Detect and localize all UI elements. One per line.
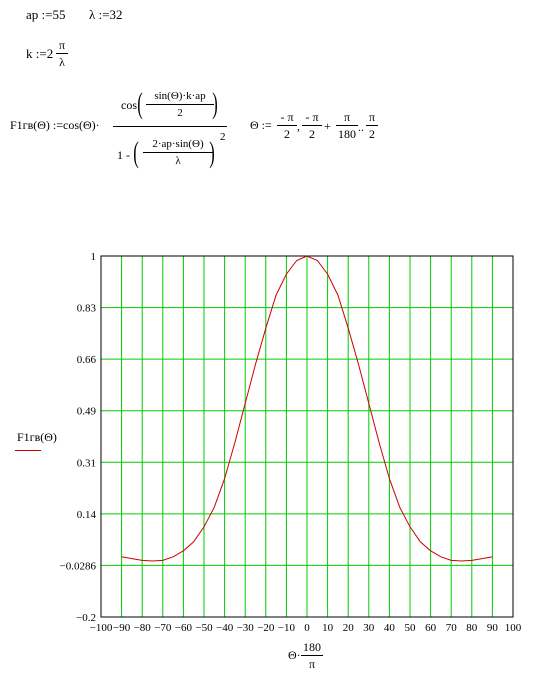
x-tick-label: −40 [216, 622, 234, 634]
y-tick-label: 0.66 [77, 354, 97, 366]
f1-exponent: 2 [220, 131, 226, 143]
theta-comma: , [297, 119, 300, 133]
x-tick-label: −20 [257, 622, 275, 634]
plot-frame [100, 255, 514, 618]
x-tick-label: 10 [322, 622, 334, 634]
fraction-bar [302, 125, 322, 126]
y-tick-label: 0.83 [77, 303, 97, 315]
fraction-bar [56, 53, 68, 54]
trace-legend-line [15, 450, 41, 451]
theta-term3-fraction: π 180 [336, 110, 358, 141]
f1-top-inner-fraction: sin(Θ)·k·ap 2 [146, 89, 214, 120]
x-axis-label-prefix: Θ· [288, 648, 301, 662]
f1-bottom-inner-fraction: 2·ap·sin(Θ) λ [143, 137, 213, 168]
grid-layer [101, 256, 513, 617]
f1-bottom-inner-numerator: 2·ap·sin(Θ) [152, 138, 204, 150]
theta-term4-fraction: π 2 [366, 110, 378, 141]
k-numerator: π [58, 38, 66, 52]
fraction-bar [301, 655, 323, 656]
k-lhs: k :=2 [26, 46, 54, 61]
theta-term1-denominator: 2 [284, 127, 290, 141]
theta-term1-numerator: - π [280, 110, 294, 124]
fraction-bar [143, 152, 213, 153]
left-paren: ( [137, 87, 143, 120]
theta-term1-fraction: - π 2 [277, 110, 297, 141]
x-tick-label: 20 [343, 622, 355, 634]
x-tick-label: −90 [113, 622, 131, 634]
right-paren: ) [212, 87, 218, 120]
x-tick-label: 60 [425, 622, 437, 634]
y-axis-label: F1гв(Θ) [17, 430, 57, 444]
theta-term3-denominator: 180 [338, 127, 356, 141]
theta-term4-numerator: π [368, 110, 376, 124]
x-tick-label: 40 [384, 622, 396, 634]
x-tick-labels: −100 −90 −80 −70 −60 −50 −40 −30 −20 −10 0 10 20 30 40… [90, 622, 522, 634]
x-tick-label: 30 [363, 622, 375, 634]
x-tick-label: 70 [446, 622, 458, 634]
y-tick-label: −0.0286 [60, 560, 97, 572]
y-tick-label: 0.49 [77, 406, 97, 418]
x-tick-label: −80 [134, 622, 152, 634]
f1-lhs: F1гв(Θ) :=cos(Θ)· [10, 118, 100, 132]
theta-term4-denominator: 2 [369, 127, 375, 141]
theta-plus: + [324, 119, 331, 133]
f1-top-inner-numerator: sin(Θ)·k·ap [154, 90, 206, 102]
x-tick-label: 80 [466, 622, 478, 634]
f1-top-inner-denominator: 2 [177, 107, 183, 119]
y-tick-labels: 1 0.83 0.66 0.49 0.31 0.14 −0.0286 −0.2 [60, 251, 97, 624]
theta-term2-numerator: - π [305, 110, 319, 124]
f1-cos-label: cos [121, 98, 137, 112]
f1-main-fraction-bar [113, 126, 227, 127]
y-tick-label: 0.14 [77, 509, 97, 521]
theta-term2-denominator: 2 [309, 127, 315, 141]
x-tick-label: −30 [237, 622, 255, 634]
left-paren: ( [133, 136, 139, 169]
x-tick-label: −10 [278, 622, 296, 634]
fraction-bar [146, 104, 214, 105]
y-tick-label: 1 [91, 251, 97, 263]
x-tick-label: 0 [304, 622, 310, 634]
f1-one-minus: 1 - [117, 148, 130, 162]
fraction-bar [277, 125, 297, 126]
k-denominator: λ [59, 55, 65, 69]
x-tick-label: 100 [505, 622, 522, 634]
x-tick-label: 90 [487, 622, 499, 634]
theta-range-dots: .. [358, 120, 364, 134]
x-tick-label: −100 [90, 622, 113, 634]
frame-layer [100, 255, 514, 618]
x-axis-label-numerator: 180 [303, 640, 321, 654]
x-tick-label: −60 [175, 622, 193, 634]
fraction-bar [336, 125, 358, 126]
y-tick-label: −0.2 [76, 612, 96, 624]
k-fraction: π λ [56, 38, 68, 69]
trace-layer [121, 255, 493, 562]
right-paren: ) [209, 136, 215, 169]
f1-bottom-inner-denominator: λ [175, 155, 181, 167]
x-axis-label-denominator: π [308, 657, 316, 671]
theta-lhs: Θ := [250, 118, 272, 132]
ap-definition[interactable]: ap :=55 [26, 7, 66, 22]
y-tick-label: 0.31 [77, 457, 96, 469]
x-tick-label: −50 [195, 622, 213, 634]
x-tick-label: 50 [405, 622, 417, 634]
x-axis-label-fraction: 180 π [301, 640, 323, 671]
fraction-bar [366, 125, 378, 126]
x-tick-label: −70 [154, 622, 172, 634]
series-line-f1 [121, 255, 493, 562]
theta-term3-numerator: π [343, 110, 351, 124]
lambda-definition[interactable]: λ :=32 [89, 7, 123, 22]
theta-term2-fraction: - π 2 [302, 110, 322, 141]
